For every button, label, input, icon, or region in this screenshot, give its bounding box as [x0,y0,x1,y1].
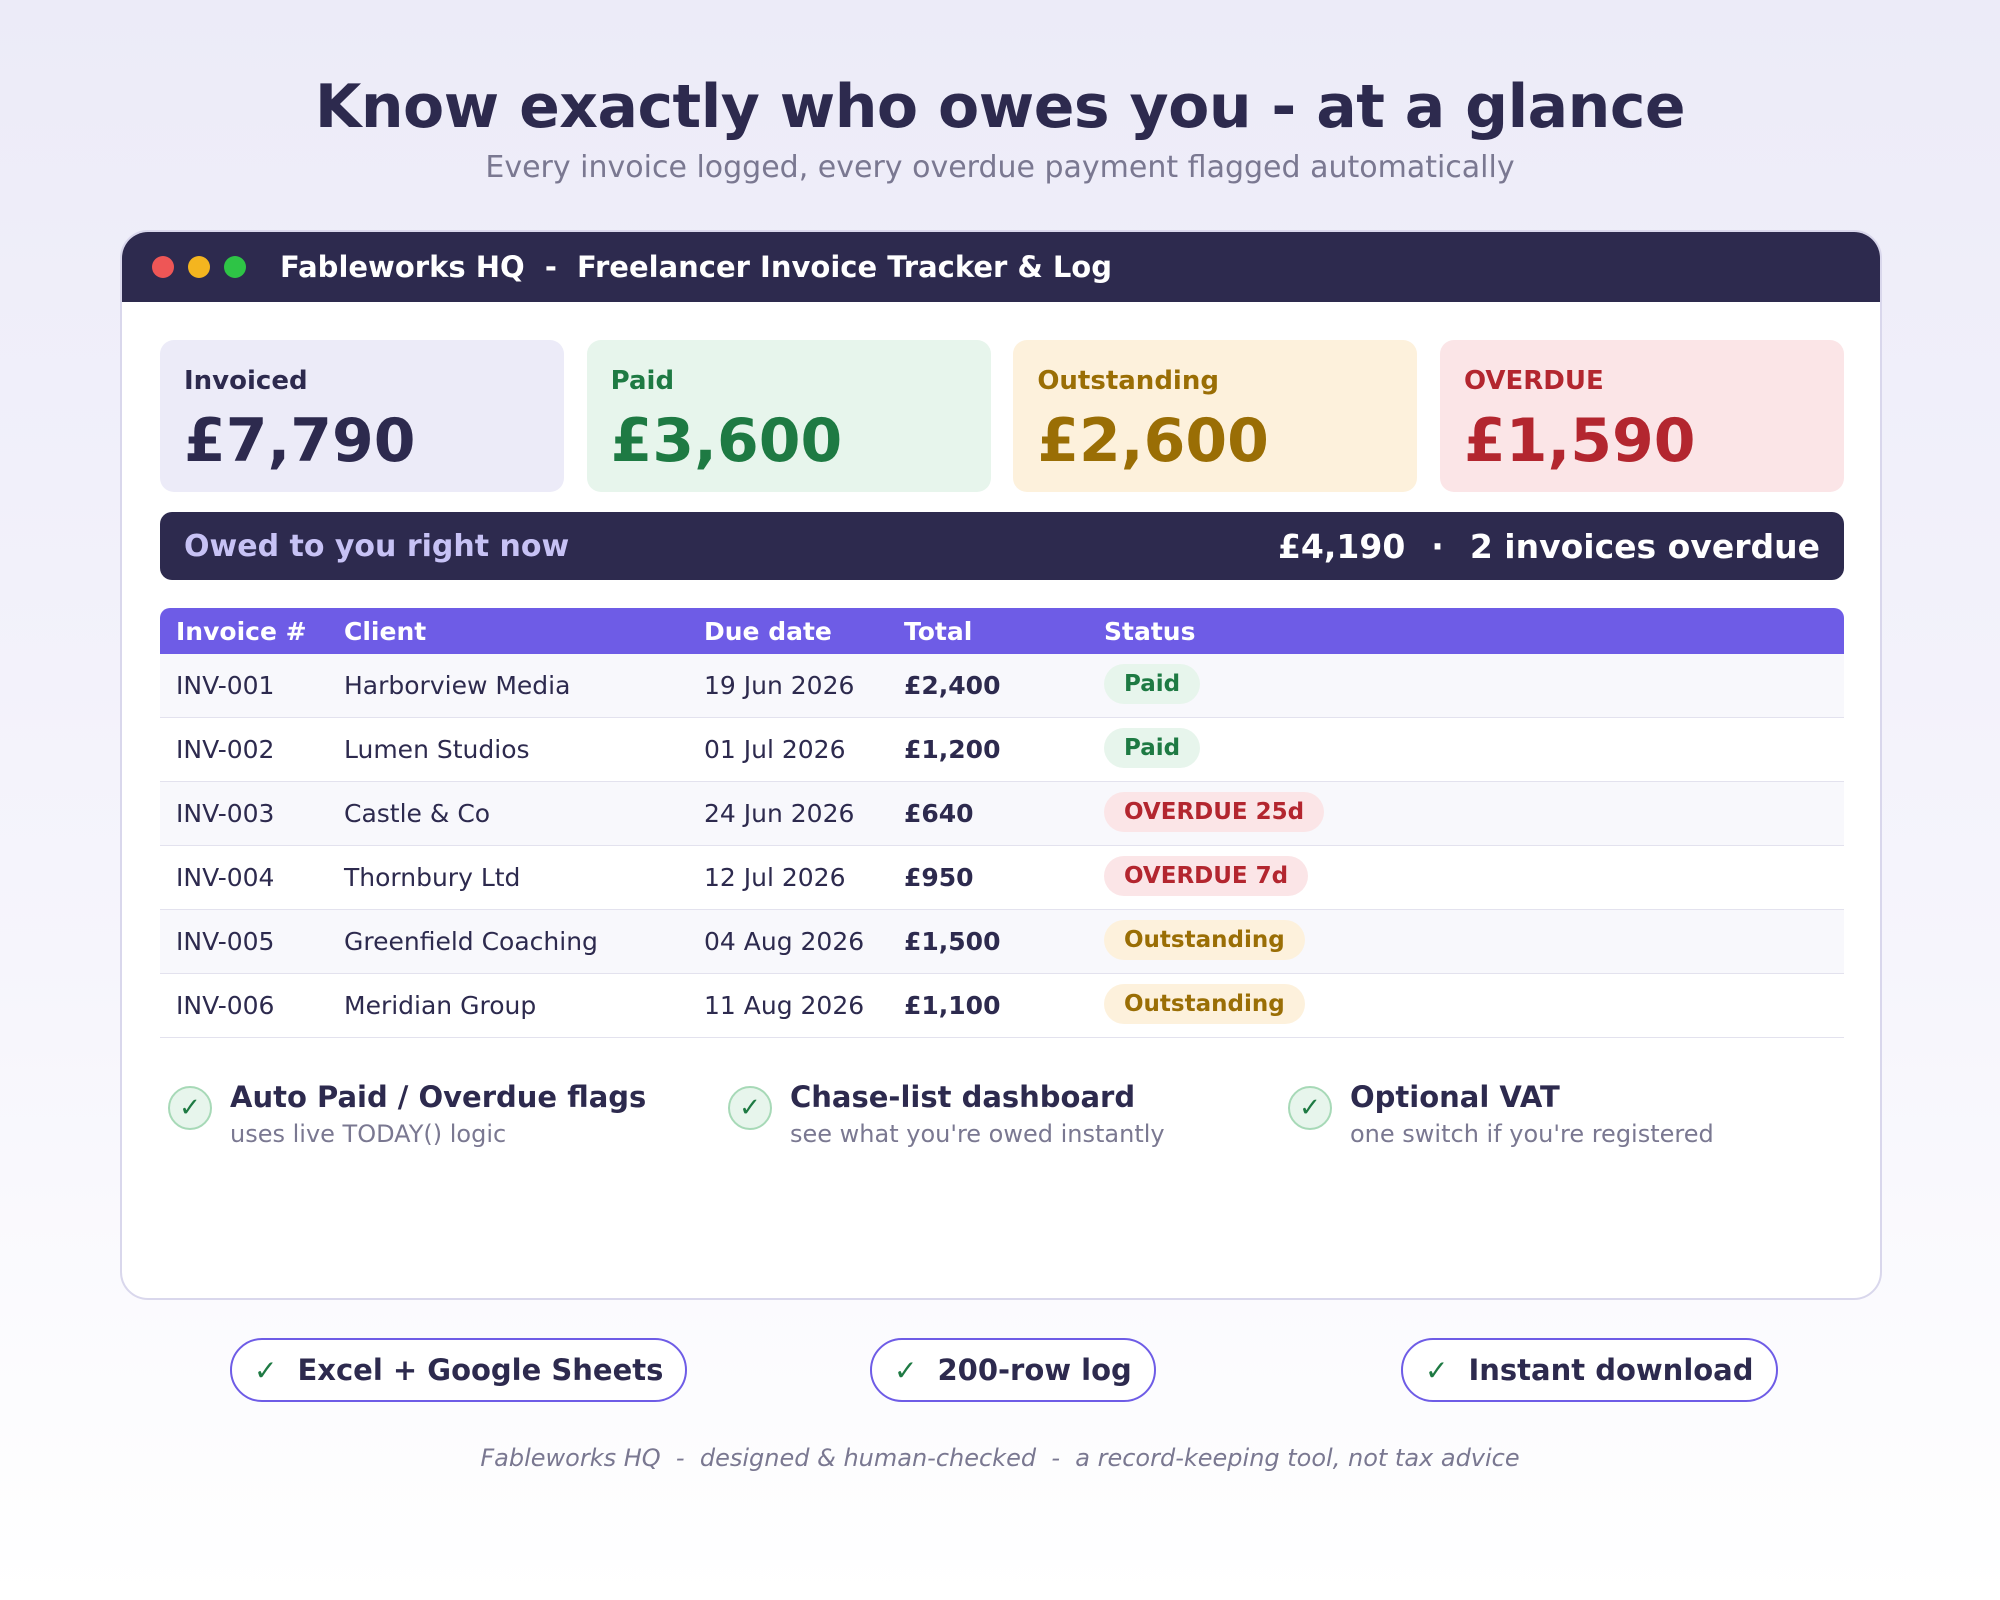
feature-title: Chase-list dashboard [790,1080,1136,1114]
check-icon: ✓ [894,1353,918,1387]
total-cell: £1,500 [904,927,1001,956]
status-cell: Outstanding [1104,983,1844,1024]
status-cell: OVERDUE 7d [1104,855,1844,896]
table-row[interactable]: INV-005 Greenfield Coaching 04 Aug 2026 … [160,910,1844,974]
badge-excel-google-sheets: ✓ Excel + Google Sheets [230,1338,688,1402]
invoiced-value: £7,790 [184,406,416,476]
overdue-count: 2 invoices overdue [1469,526,1820,566]
client-cell: Castle & Co [344,799,491,828]
total-cell: £2,400 [904,671,1001,700]
badge-200-row-log: ✓ 200-row log [870,1338,1156,1402]
table-row[interactable]: INV-006 Meridian Group 11 Aug 2026 £1,10… [160,974,1844,1038]
feature-description: see what you're owed instantly [790,1120,1165,1148]
status-badge: OVERDUE 25d [1104,791,1325,832]
total-cell: £640 [904,799,974,828]
badge-label: Instant download [1468,1353,1754,1387]
feature-auto-flags: ✓ Auto Paid / Overdue flags uses live TO… [168,1080,646,1148]
outstanding-value: £2,600 [1037,406,1269,476]
due-date-cell: 01 Jul 2026 [704,735,846,764]
overdue-label: OVERDUE [1463,366,1604,396]
invoiced-card: Invoiced £7,790 [160,340,564,492]
invoice-number-cell: INV-001 [176,671,275,700]
overdue-value: £1,590 [1463,406,1696,476]
window-titlebar: Fableworks HQ - Freelancer Invoice Track… [122,232,1880,302]
invoice-number-cell: INV-004 [176,863,275,892]
table-header: Invoice # Client Due date Total Status [160,608,1844,654]
check-circle-icon: ✓ [168,1086,212,1130]
feature-optional-vat: ✓ Optional VAT one switch if you're regi… [1288,1080,1714,1148]
badge-instant-download: ✓ Instant download [1401,1338,1778,1402]
feature-list: ✓ Auto Paid / Overdue flags uses live TO… [168,1080,1868,1160]
client-cell: Harborview Media [344,671,571,700]
due-date-cell: 12 Jul 2026 [704,863,846,892]
column-header-status[interactable]: Status [1104,616,1196,646]
due-date-cell: 11 Aug 2026 [704,991,865,1020]
feature-title: Optional VAT [1350,1080,1560,1114]
feature-description: uses live TODAY() logic [230,1120,507,1148]
client-cell: Thornbury Ltd [344,863,521,892]
close-window-dot-icon[interactable] [152,256,174,278]
feature-chase-list: ✓ Chase-list dashboard see what you're o… [728,1080,1165,1148]
total-cell: £1,200 [904,735,1001,764]
check-icon: ✓ [254,1353,278,1387]
status-badge: OVERDUE 7d [1104,855,1309,896]
check-icon: ✓ [1425,1353,1449,1387]
status-cell: Paid [1104,727,1844,768]
table-row[interactable]: INV-002 Lumen Studios 01 Jul 2026 £1,200… [160,718,1844,782]
due-date-cell: 24 Jun 2026 [704,799,855,828]
paid-label: Paid [610,366,675,396]
owed-separator: · [1431,526,1444,566]
invoice-number-cell: INV-003 [176,799,275,828]
outstanding-card: Outstanding £2,600 [1013,340,1418,492]
status-badge: Outstanding [1104,983,1305,1024]
badge-label: 200-row log [937,1353,1132,1387]
paid-value: £3,600 [610,406,843,476]
invoiced-label: Invoiced [184,366,308,396]
hero-title: Know exactly who owes you - at a glance [314,72,1686,142]
total-cell: £1,100 [904,991,1001,1020]
client-cell: Meridian Group [344,991,537,1020]
invoice-number-cell: INV-002 [176,735,275,764]
total-cell: £950 [904,863,974,892]
column-header-invoice[interactable]: Invoice # [176,616,307,646]
table-row[interactable]: INV-004 Thornbury Ltd 12 Jul 2026 £950 O… [160,846,1844,910]
table-row[interactable]: INV-001 Harborview Media 19 Jun 2026 £2,… [160,654,1844,718]
check-circle-icon: ✓ [1288,1086,1332,1130]
status-badge: Paid [1104,663,1201,704]
owed-amount: £4,190 [1277,526,1406,566]
column-header-total[interactable]: Total [904,616,973,646]
column-header-due-date[interactable]: Due date [704,616,832,646]
invoice-table: Invoice # Client Due date Total Status I… [160,608,1844,1038]
due-date-cell: 04 Aug 2026 [704,927,865,956]
status-badge: Paid [1104,727,1201,768]
app-window: Fableworks HQ - Freelancer Invoice Track… [120,230,1882,1300]
status-cell: Outstanding [1104,919,1844,960]
minimize-window-dot-icon[interactable] [188,256,210,278]
outstanding-label: Outstanding [1037,366,1219,396]
check-circle-icon: ✓ [728,1086,772,1130]
summary-cards: Invoiced £7,790 Paid £3,600 Outstanding … [160,340,1844,492]
invoice-number-cell: INV-005 [176,927,275,956]
column-header-client[interactable]: Client [344,616,427,646]
owed-label: Owed to you right now [184,528,570,564]
window-title: Fableworks HQ - Freelancer Invoice Track… [280,250,1112,284]
overdue-card: OVERDUE £1,590 [1439,340,1844,492]
footer-note: Fableworks HQ - designed & human-checked… [480,1444,1520,1472]
owed-summary: £4,190 · 2 invoices overdue [1278,527,1820,566]
table-row[interactable]: INV-003 Castle & Co 24 Jun 2026 £640 OVE… [160,782,1844,846]
status-badge: Outstanding [1104,919,1305,960]
client-cell: Lumen Studios [344,735,530,764]
maximize-window-dot-icon[interactable] [224,256,246,278]
feature-title: Auto Paid / Overdue flags [230,1080,647,1114]
invoice-number-cell: INV-006 [176,991,275,1020]
feature-description: one switch if you're registered [1350,1120,1714,1148]
badge-label: Excel + Google Sheets [297,1353,664,1387]
paid-card: Paid £3,600 [586,340,991,492]
status-cell: OVERDUE 25d [1104,791,1844,832]
hero-subtitle: Every invoice logged, every overdue paym… [485,150,1515,185]
owed-summary-bar: Owed to you right now £4,190 · 2 invoice… [160,512,1844,580]
client-cell: Greenfield Coaching [344,927,598,956]
due-date-cell: 19 Jun 2026 [704,671,855,700]
status-cell: Paid [1104,663,1844,704]
